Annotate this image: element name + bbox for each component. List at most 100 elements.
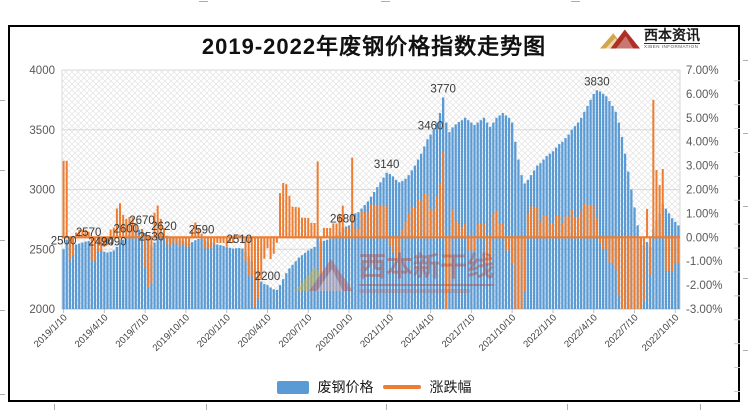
price-bar <box>200 238 203 309</box>
price-bar <box>112 250 115 309</box>
data-label: 3140 <box>374 159 400 171</box>
change-spike <box>203 237 206 249</box>
change-spike <box>300 217 303 238</box>
change-spike <box>93 237 96 261</box>
change-spike <box>630 237 633 309</box>
change-spike <box>592 205 595 238</box>
change-spike <box>275 237 278 243</box>
price-bar <box>595 90 599 309</box>
price-bar <box>128 234 131 309</box>
change-spike <box>279 193 282 238</box>
page-edge-tick <box>743 133 748 134</box>
change-spike <box>175 237 178 243</box>
y-left-axis-label: 2500 <box>29 244 55 256</box>
change-spike <box>649 237 652 275</box>
price-bar <box>511 122 514 309</box>
price-bar <box>354 213 357 309</box>
change-spike <box>260 237 263 280</box>
change-spike <box>423 193 426 238</box>
y-right-axis-label: 5.00% <box>686 113 719 125</box>
price-bar <box>507 117 511 309</box>
change-spike <box>370 204 372 238</box>
price-bar <box>526 179 530 309</box>
change-spike <box>523 237 526 291</box>
change-spike <box>489 237 492 261</box>
price-bar <box>341 227 344 309</box>
price-bar <box>228 247 231 309</box>
price-bar <box>611 105 614 309</box>
price-bar <box>674 221 677 309</box>
change-spike <box>385 206 388 238</box>
change-spike <box>460 227 463 238</box>
change-spike <box>181 237 184 245</box>
price-bar <box>90 243 93 309</box>
page-edge-tick <box>567 404 568 410</box>
price-bar <box>532 170 536 309</box>
price-bar <box>282 279 285 309</box>
change-spike <box>479 223 482 238</box>
page-edge-tick <box>0 394 5 395</box>
x-axis-label: 2022/4/10 <box>562 312 600 350</box>
data-label: 2570 <box>76 227 102 239</box>
change-spike <box>442 151 445 238</box>
data-label: 2670 <box>129 215 155 227</box>
price-bar <box>250 261 253 309</box>
change-spike <box>269 237 272 260</box>
change-spike <box>580 210 583 238</box>
change-spike <box>216 237 219 243</box>
page-edge-tick <box>0 310 5 311</box>
change-spike <box>222 237 225 243</box>
price-bar <box>655 220 658 309</box>
price-bar <box>197 238 200 309</box>
y-right-axis-label: -3.00% <box>686 304 722 316</box>
change-spike <box>429 209 432 238</box>
page-edge-tick <box>386 404 387 410</box>
page-edge-tick <box>381 1 390 2</box>
change-spike <box>555 215 558 238</box>
x-axis-label: 2020/1/10 <box>195 312 233 350</box>
page-edge-tick <box>0 240 5 241</box>
change-spike <box>561 223 564 238</box>
price-bar <box>118 242 122 309</box>
price-bar <box>614 111 617 309</box>
price-bar <box>649 246 652 309</box>
price-bar <box>65 239 68 309</box>
price-bar <box>159 236 162 309</box>
change-spike <box>617 237 620 297</box>
price-bar <box>454 124 457 309</box>
change-spike <box>473 237 476 251</box>
change-spike <box>75 232 78 238</box>
change-spike <box>206 237 209 249</box>
change-spike <box>316 161 319 238</box>
price-bar <box>71 245 75 309</box>
price-bar <box>153 242 156 309</box>
data-label: 3770 <box>430 83 456 95</box>
change-spike <box>602 237 605 250</box>
price-bar <box>272 289 275 309</box>
change-spike <box>451 209 454 238</box>
change-spike <box>639 237 642 309</box>
change-spike <box>467 237 470 251</box>
change-spike <box>326 228 329 238</box>
change-spike <box>112 227 115 238</box>
change-spike <box>357 228 360 238</box>
data-label: 2620 <box>151 221 177 233</box>
change-spike <box>225 237 228 247</box>
price-bar <box>363 205 366 309</box>
price-bar <box>238 248 241 309</box>
x-axis-label: 2021/1/10 <box>358 312 396 350</box>
price-bar <box>191 242 194 309</box>
price-bar <box>74 244 78 309</box>
change-spike <box>285 184 288 238</box>
price-bar <box>300 255 304 309</box>
y-left-axis-label: 4000 <box>29 65 55 77</box>
change-spike <box>366 212 369 238</box>
price-bar <box>329 238 332 309</box>
price-bar <box>576 122 580 309</box>
change-spike <box>432 209 435 238</box>
price-bar <box>234 248 238 309</box>
y-right-axis-label: 2.00% <box>686 185 719 197</box>
change-spike <box>71 237 74 257</box>
change-spike <box>668 237 671 271</box>
price-bar <box>617 122 620 309</box>
